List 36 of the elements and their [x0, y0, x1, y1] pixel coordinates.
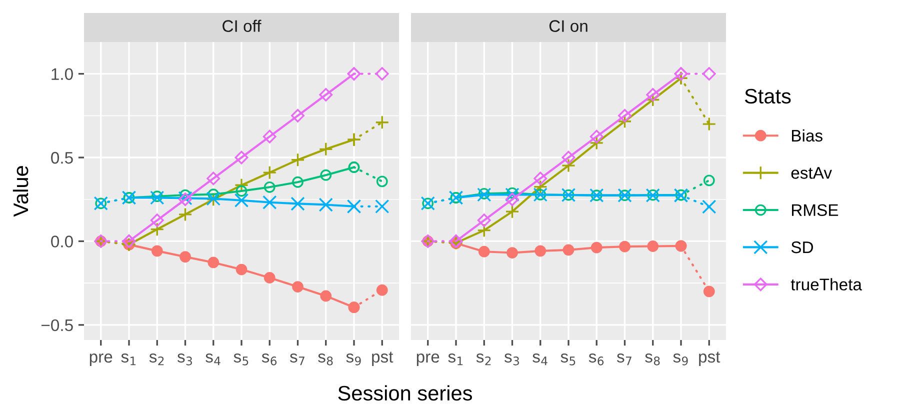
x-tick-label: s$_{3}$: [504, 353, 519, 366]
x-tick-label: pre: [416, 354, 440, 366]
x-tick-label: s$_{3}$: [177, 353, 192, 366]
x-tick-label: s$_{4}$: [206, 353, 220, 366]
y-tick-label: 1.0: [52, 68, 73, 80]
legend-label: Bias: [792, 129, 822, 142]
chart-title: CI on: [549, 20, 588, 32]
x-tick-label: pst: [372, 352, 394, 366]
x-tick-label: s$_{1}$: [448, 353, 463, 366]
chart-title: CI off: [222, 20, 262, 32]
x-tick-label: s$_{5}$: [234, 353, 248, 366]
y-tick-label: −0.5: [42, 319, 73, 332]
x-tick-label: pre: [90, 354, 112, 366]
y-tick-label: 0.0: [51, 236, 73, 248]
x-tick-label: s$_{8}$: [645, 353, 660, 366]
legend-label: estAv: [791, 167, 832, 179]
x-tick-label: s$_{4}$: [532, 353, 548, 366]
x-tick-label: s$_{6}$: [588, 353, 604, 366]
x-tick-label: pst: [699, 352, 720, 366]
x-axis-title: Session series: [338, 385, 472, 401]
x-tick-label: s$_{6}$: [262, 353, 277, 366]
x-tick-label: s$_{7}$: [290, 353, 304, 366]
x-tick-label: s$_{1}$: [121, 353, 136, 366]
legend-title: Stats: [744, 88, 791, 104]
y-tick-label: 0.5: [51, 152, 73, 164]
x-tick-label: s$_{2}$: [476, 353, 491, 366]
x-tick-label: s$_{5}$: [560, 353, 576, 366]
x-tick-label: s$_{7}$: [616, 353, 632, 366]
legend-label: RMSE: [792, 204, 838, 216]
x-tick-label: s$_{9}$: [673, 353, 688, 366]
x-tick-label: s$_{2}$: [149, 353, 164, 366]
legend-label: SD: [791, 241, 813, 254]
x-tick-label: s$_{9}$: [346, 353, 361, 366]
legend-label: trueTheta: [790, 278, 862, 290]
x-tick-label: s$_{8}$: [318, 353, 333, 366]
y-axis-title: Value: [12, 166, 28, 217]
